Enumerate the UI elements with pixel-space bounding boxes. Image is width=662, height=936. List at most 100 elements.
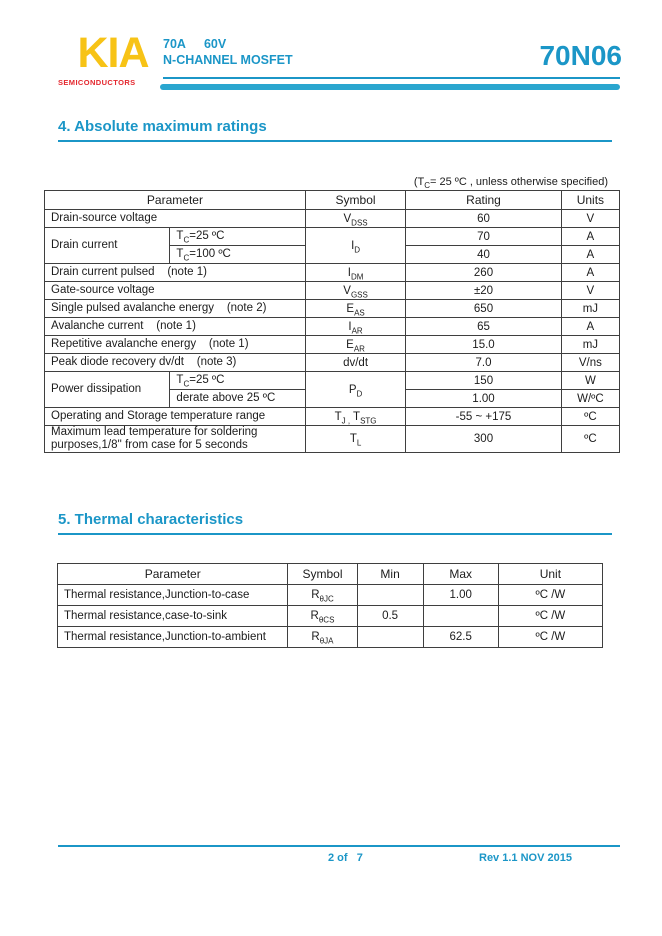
table-row: Single pulsed avalanche energy (note 2) … [44,299,621,318]
device-ratings-block: 70A 60V N-CHANNEL MOSFET [163,36,293,68]
symbol-cell: RθJA [287,626,358,648]
parameter-cell: Drain-source voltage [44,209,306,228]
min-cell [356,626,424,648]
parameter-cell: Maximum lead temperature for soldering p… [44,425,306,453]
units-cell: W [560,371,621,390]
unit-cell: ºC /W [497,605,604,627]
rating-cell: 300 [405,425,562,453]
table-header-row: Parameter Symbol Rating Units [44,190,621,210]
table-row: Peak diode recovery dv/dt (note 3) dv/dt… [44,353,621,372]
rating-cell: 7.0 [405,353,562,372]
unit-cell: ºC /W [497,584,604,606]
units-cell: A [560,317,621,336]
table-row: Drain-source voltage VDSS 60 V [44,209,621,228]
parameter-cell: Peak diode recovery dv/dt (note 3) [44,353,306,372]
symbol-cell: EAS [304,299,407,318]
units-cell: mJ [560,335,621,354]
symbol-cell: IAR [304,317,407,336]
rating-cell: 150 [405,371,562,390]
header-thin-rule [163,77,620,79]
rating-cell: 1.00 [405,389,562,408]
rating-cell: -55 ~ +175 [405,407,562,426]
min-cell [356,584,424,606]
unit-cell: ºC /W [497,626,604,648]
table-row: derate above 25 ºC 1.00 W/ºC [45,389,621,408]
rating-cell: 260 [405,263,562,282]
header-thick-rule [160,84,620,90]
table-row: Repetitive avalanche energy (note 1) EAR… [44,335,621,354]
parameter-cell: Operating and Storage temperature range [44,407,306,426]
symbol-cell: EAR [304,335,407,354]
units-cell: ºC [560,425,621,453]
table-row: Power dissipation TC=25 ºC PD 150 W [43,371,621,408]
units-cell: mJ [560,299,621,318]
units-cell: V/ns [560,353,621,372]
current-rating: 70A [163,37,186,51]
brand-logo: KIA SEMICONDUCTORS [58,30,168,87]
thermal-characteristics-table: Parameter Symbol Min Max Unit Thermal re… [56,563,604,648]
rating-cell: 60 [405,209,562,228]
table-row: Thermal resistance,case-to-sink RθCS 0.5… [56,605,604,627]
condition-cell: TC=100 ºC [169,245,306,264]
voltage-rating: 60V [203,37,227,51]
col-header-max: Max [422,563,499,585]
symbol-cell: VGSS [304,281,407,300]
symbol-cell: dv/dt [304,353,407,372]
rating-cell: 15.0 [405,335,562,354]
max-cell: 62.5 [422,626,499,648]
symbol-cell: TJ , TSTG [304,407,407,426]
parameter-cell: Drain current pulsed (note 1) [44,263,306,282]
absolute-maximum-ratings-table: Parameter Symbol Rating Units Drain-sour… [43,190,621,453]
section4-title: 4. Absolute maximum ratings [58,118,612,142]
parameter-cell: Avalanche current (note 1) [44,317,306,336]
parameter-cell: Thermal resistance,case-to-sink [56,605,289,627]
table-row: Drain current TC=25 ºC ID 70 A [43,227,621,264]
parameter-cell: Repetitive avalanche energy (note 1) [44,335,306,354]
condition-cell: TC=25 ºC [169,371,306,390]
col-header-units: Units [560,190,621,210]
col-header-parameter: Parameter [56,563,289,585]
parameter-cell: Thermal resistance,Junction-to-ambient [56,626,289,648]
symbol-cell: RθJC [287,584,358,606]
units-cell: V [560,209,621,228]
part-number: 70N06 [539,40,622,71]
logo-text: KIA [77,29,149,77]
condition-cell: derate above 25 ºC [169,389,306,408]
rating-cell: 650 [405,299,562,318]
device-ratings-line: 70A 60V [163,36,293,52]
parameter-cell: Drain current [43,227,171,264]
col-header-rating: Rating [405,190,562,210]
symbol-cell: VDSS [304,209,407,228]
max-cell: 1.00 [422,584,499,606]
col-header-unit: Unit [497,563,604,585]
table-header-row: Parameter Symbol Min Max Unit [56,563,604,585]
symbol-cell: PD [304,371,407,408]
rating-cell: 70 [405,227,562,246]
rating-cell: 65 [405,317,562,336]
symbol-cell: IDM [304,263,407,282]
logo-subtext: SEMICONDUCTORS [58,78,136,87]
device-type: N-CHANNEL MOSFET [163,53,293,67]
units-cell: W/ºC [560,389,621,408]
condition-cell: TC=25 ºC [169,227,306,246]
col-header-min: Min [356,563,424,585]
footer-rule [58,845,620,847]
symbol-cell: ID [304,227,407,264]
table-row: Drain current pulsed (note 1) IDM 260 A [44,263,621,282]
parameter-cell: Thermal resistance,Junction-to-case [56,584,289,606]
symbol-cell: TL [304,425,407,453]
max-cell [422,605,499,627]
table-row: Thermal resistance,Junction-to-case RθJC… [56,584,604,606]
rating-cell: ±20 [405,281,562,300]
footer-page-number: 2 of 7 [328,852,363,864]
table-row: Avalanche current (note 1) IAR 65 A [44,317,621,336]
test-condition-note: (TC= 25 ºC , unless otherwise specified) [413,176,608,191]
col-header-symbol: Symbol [304,190,407,210]
units-cell: A [560,245,621,264]
rating-cell: 40 [405,245,562,264]
min-cell: 0.5 [356,605,424,627]
table-row: Thermal resistance,Junction-to-ambient R… [56,626,604,648]
table-row: Operating and Storage temperature range … [44,407,621,426]
units-cell: A [560,263,621,282]
col-header-parameter: Parameter [44,190,306,210]
